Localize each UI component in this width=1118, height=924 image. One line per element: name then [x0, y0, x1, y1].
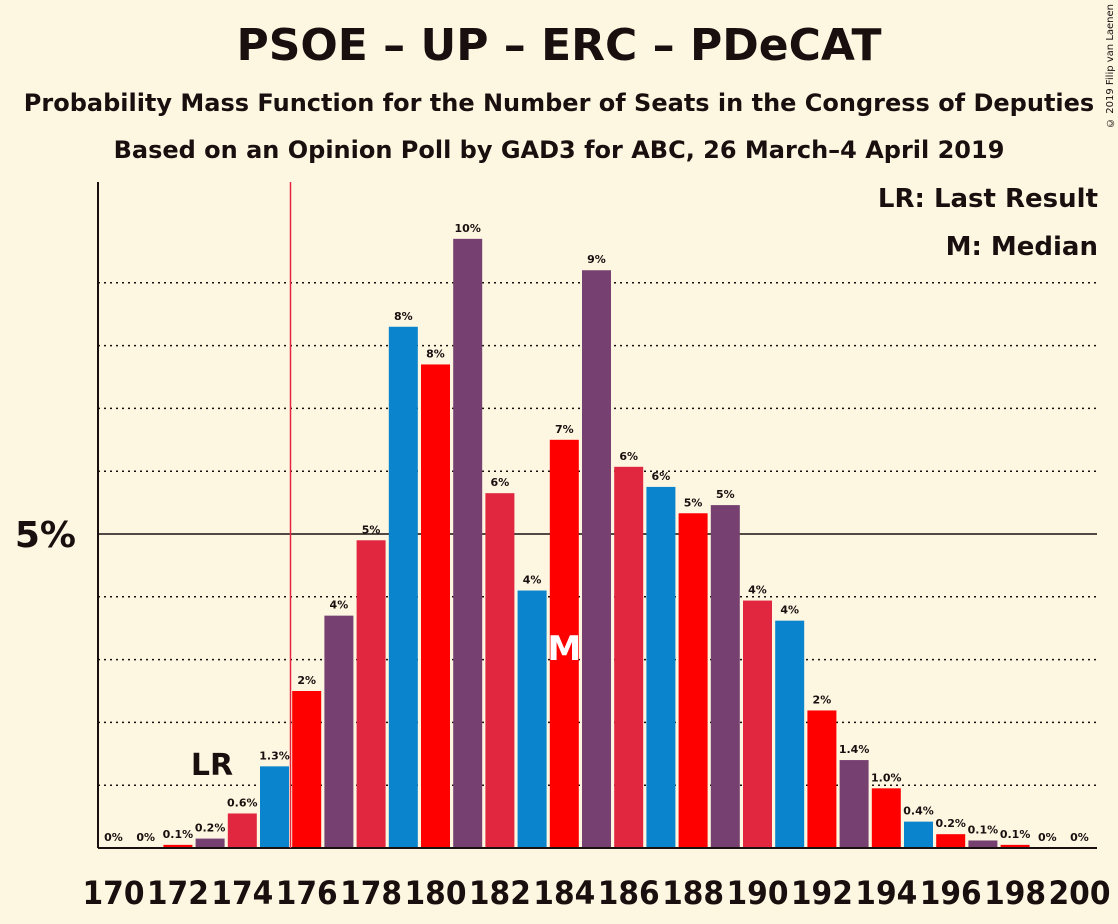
bar-181	[453, 238, 483, 849]
bar-label-174: 0.6%	[227, 796, 258, 809]
bar-label-172: 0.1%	[163, 828, 194, 841]
x-tick-label: 182	[469, 874, 531, 912]
bar-186	[614, 466, 644, 848]
bar-183	[517, 590, 547, 848]
bar-191	[775, 620, 805, 848]
bar-label-173: 0.2%	[195, 822, 226, 835]
bar-label-192: 2%	[813, 693, 832, 706]
bar-177	[324, 615, 354, 848]
bar-label-190: 4%	[748, 584, 767, 597]
bar-label-177: 4%	[330, 599, 349, 612]
bar-label-189: 5%	[716, 488, 735, 501]
bar-192	[807, 710, 837, 848]
bar-label-194: 1.0%	[871, 771, 902, 784]
chart-source: Based on an Opinion Poll by GAD3 for ABC…	[113, 136, 1005, 164]
bar-label-195: 0.4%	[903, 805, 934, 818]
bar-174	[227, 813, 257, 848]
x-tick-label: 194	[855, 874, 917, 912]
bar-172	[163, 844, 193, 848]
y-tick-label: 5%	[15, 515, 76, 556]
x-tick-label: 178	[340, 874, 402, 912]
bar-175	[260, 766, 289, 848]
bar-label-178: 5%	[362, 523, 381, 536]
bar-180	[421, 364, 450, 848]
bar-184	[549, 439, 579, 848]
bar-182	[485, 493, 515, 848]
bar-label-191: 4%	[780, 604, 799, 617]
bar-label-186: 6%	[619, 450, 638, 463]
bar-185	[582, 270, 611, 848]
bar-label-185: 9%	[587, 253, 606, 266]
bar-label-183: 4%	[523, 574, 542, 587]
x-tick-label: 184	[533, 874, 595, 912]
x-tick-label: 170	[83, 874, 145, 912]
bar-label-198: 0.1%	[1000, 828, 1031, 841]
bar-195	[904, 821, 933, 848]
x-tick-label: 180	[405, 874, 467, 912]
chart-title: PSOE – UP – ERC – PDeCAT	[236, 20, 882, 71]
bar-179	[388, 326, 418, 848]
bar-187	[646, 486, 676, 848]
x-tick-label: 176	[276, 874, 338, 912]
bar-178	[356, 540, 386, 848]
bar-label-182: 6%	[491, 476, 510, 489]
x-tick-label: 190	[727, 874, 789, 912]
bar-193	[839, 760, 869, 848]
x-tick-label: 196	[920, 874, 982, 912]
bar-196	[936, 834, 966, 848]
bar-label-171: 0%	[136, 831, 155, 844]
bar-label-180: 8%	[426, 347, 445, 360]
bar-190	[743, 600, 772, 848]
bar-label-184: 7%	[555, 423, 574, 436]
bar-label-199: 0%	[1038, 831, 1057, 844]
bar-label-188: 5%	[684, 496, 703, 509]
bar-label-197: 0.1%	[968, 823, 999, 836]
x-tick-label: 192	[791, 874, 853, 912]
x-tick-label: 200	[1049, 874, 1111, 912]
bar-label-179: 8%	[394, 310, 413, 323]
bar-189	[710, 505, 740, 848]
chart-subtitle: Probability Mass Function for the Number…	[23, 89, 1095, 117]
bar-label-176: 2%	[297, 674, 316, 687]
bar-188	[678, 513, 708, 848]
bar-176	[292, 691, 322, 848]
bar-label-193: 1.4%	[839, 743, 870, 756]
bar-194	[871, 788, 901, 848]
bar-label-181: 10%	[455, 222, 481, 235]
bar-173	[195, 838, 225, 848]
legend-last-result: LR: Last Result	[877, 184, 1098, 214]
bar-label-175: 1.3%	[259, 749, 290, 762]
x-tick-label: 198	[984, 874, 1046, 912]
median-marker: M	[547, 629, 581, 669]
x-tick-label: 172	[147, 874, 209, 912]
bar-198	[1000, 844, 1030, 848]
x-tick-label: 188	[662, 874, 724, 912]
legend-median: M: Median	[945, 232, 1098, 262]
x-tick-label: 174	[211, 874, 273, 912]
bar-label-170: 0%	[104, 831, 123, 844]
bar-label-200: 0%	[1070, 831, 1089, 844]
bar-label-196: 0.2%	[935, 817, 966, 830]
x-tick-label: 186	[598, 874, 660, 912]
last-result-marker: LR	[191, 748, 233, 783]
bar-197	[968, 840, 998, 848]
bar-label-187: 6%	[652, 470, 671, 483]
